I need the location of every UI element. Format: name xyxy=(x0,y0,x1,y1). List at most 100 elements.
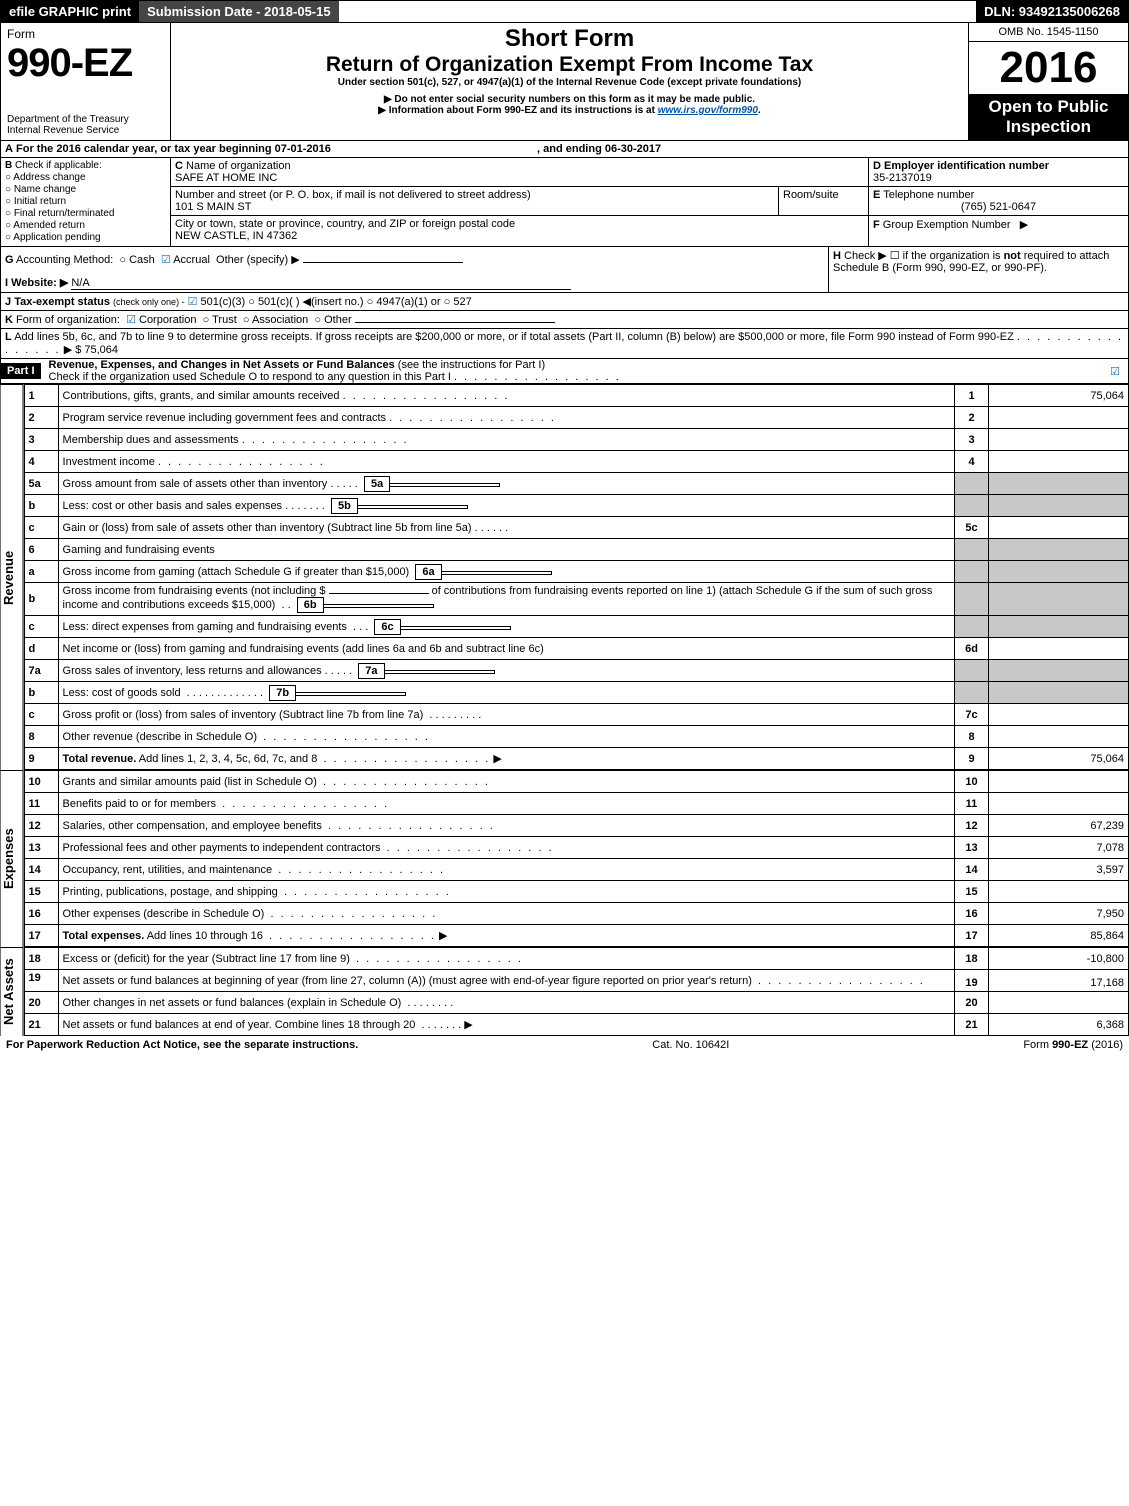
check-other[interactable]: Other xyxy=(314,314,351,326)
line-6a: aGross income from gaming (attach Schedu… xyxy=(24,561,1128,583)
check-cash[interactable]: Cash xyxy=(119,254,154,266)
label-i: I xyxy=(5,277,8,289)
label-f: F xyxy=(873,219,880,231)
line-5b: bLess: cost or other basis and sales exp… xyxy=(24,495,1128,517)
room-suite: Room/suite xyxy=(778,187,868,215)
efile-button[interactable]: efile GRAPHIC print xyxy=(1,1,139,22)
note-ssn: ▶ Do not enter social security numbers o… xyxy=(384,94,755,105)
label-a: A xyxy=(5,143,13,155)
expenses-section: Expenses 10Grants and similar amounts pa… xyxy=(0,770,1129,947)
irs-link[interactable]: www.irs.gov/form990 xyxy=(658,105,758,116)
check-association[interactable]: Association xyxy=(243,314,308,326)
label-b: B xyxy=(5,160,12,171)
section-a: A For the 2016 calendar year, or tax yea… xyxy=(0,141,1129,158)
website: N/A xyxy=(71,277,89,289)
check-501c3[interactable]: 501(c)(3) xyxy=(188,296,246,308)
check-trust[interactable]: Trust xyxy=(203,314,237,326)
line-21: 21Net assets or fund balances at end of … xyxy=(24,1014,1128,1036)
check-name-change[interactable]: Name change xyxy=(5,184,166,195)
line-7b: bLess: cost of goods sold . . . . . . . … xyxy=(24,682,1128,704)
open-to-public: Open to Public Inspection xyxy=(969,94,1128,140)
line-10: 10Grants and similar amounts paid (list … xyxy=(24,771,1128,793)
netassets-table: 18Excess or (deficit) for the year (Subt… xyxy=(24,947,1129,1036)
line-1: 1Contributions, gifts, grants, and simil… xyxy=(24,385,1128,407)
line-19: 19Net assets or fund balances at beginni… xyxy=(24,970,1128,992)
label-d: D xyxy=(873,160,881,172)
telephone: (765) 521-0647 xyxy=(873,201,1124,213)
header-left: Form 990-EZ Department of the Treasury I… xyxy=(1,23,171,140)
check-amended-return[interactable]: Amended return xyxy=(5,220,166,231)
check-schedule-o[interactable]: ☑ xyxy=(1102,365,1128,378)
line-17: 17Total expenses. Add lines 10 through 1… xyxy=(24,925,1128,947)
expenses-table: 10Grants and similar amounts paid (list … xyxy=(24,770,1129,947)
line-11: 11Benefits paid to or for members . . . … xyxy=(24,793,1128,815)
check-527[interactable]: 527 xyxy=(444,296,472,308)
subtitle: Under section 501(c), 527, or 4947(a)(1)… xyxy=(338,77,801,88)
org-street: 101 S MAIN ST xyxy=(175,201,251,213)
footer-cat: Cat. No. 10642I xyxy=(652,1039,729,1051)
label-c: C xyxy=(175,160,183,172)
dept-treasury: Department of the Treasury xyxy=(7,114,164,125)
check-initial-return[interactable]: Initial return xyxy=(5,196,166,207)
sidebar-expenses: Expenses xyxy=(0,770,24,947)
line-18: 18Excess or (deficit) for the year (Subt… xyxy=(24,948,1128,970)
line-6b: bGross income from fundraising events (n… xyxy=(24,583,1128,616)
label-j: J xyxy=(5,296,11,308)
line-15: 15Printing, publications, postage, and s… xyxy=(24,881,1128,903)
dln: DLN: 93492135006268 xyxy=(976,1,1128,22)
main-title: Return of Organization Exempt From Incom… xyxy=(326,53,813,77)
top-bar: efile GRAPHIC print Submission Date - 20… xyxy=(0,0,1129,23)
submission-date: Submission Date - 2018-05-15 xyxy=(139,1,339,22)
note-info: ▶ Information about Form 990-EZ and its … xyxy=(378,105,760,116)
section-c: C Name of organization SAFE AT HOME INC … xyxy=(171,158,868,246)
line-16: 16Other expenses (describe in Schedule O… xyxy=(24,903,1128,925)
check-final-return[interactable]: Final return/terminated xyxy=(5,208,166,219)
line-20: 20Other changes in net assets or fund ba… xyxy=(24,992,1128,1014)
line-6d: dNet income or (loss) from gaming and fu… xyxy=(24,638,1128,660)
part1-header: Part I Revenue, Expenses, and Changes in… xyxy=(0,359,1129,384)
line-5a: 5aGross amount from sale of assets other… xyxy=(24,473,1128,495)
line-6: 6Gaming and fundraising events xyxy=(24,539,1128,561)
form-header: Form 990-EZ Department of the Treasury I… xyxy=(0,23,1129,141)
line-7c: cGross profit or (loss) from sales of in… xyxy=(24,704,1128,726)
check-address-change[interactable]: Address change xyxy=(5,172,166,183)
line-14: 14Occupancy, rent, utilities, and mainte… xyxy=(24,859,1128,881)
line-6c: cLess: direct expenses from gaming and f… xyxy=(24,616,1128,638)
org-info-block: B Check if applicable: Address change Na… xyxy=(0,158,1129,247)
line-12: 12Salaries, other compensation, and empl… xyxy=(24,815,1128,837)
org-name: SAFE AT HOME INC xyxy=(175,172,277,184)
line-4: 4Investment income . . . . . . . . . . .… xyxy=(24,451,1128,473)
irs-label: Internal Revenue Service xyxy=(7,125,164,136)
form-number: 990-EZ xyxy=(7,41,164,86)
line-5c: cGain or (loss) from sale of assets othe… xyxy=(24,517,1128,539)
line-7a: 7aGross sales of inventory, less returns… xyxy=(24,660,1128,682)
check-501c[interactable]: 501(c)( ) ◀(insert no.) xyxy=(248,296,363,308)
section-k: K Form of organization: Corporation Trus… xyxy=(0,311,1129,329)
check-4947[interactable]: 4947(a)(1) or xyxy=(367,296,441,308)
check-accrual[interactable]: Accrual xyxy=(161,254,210,266)
check-application-pending[interactable]: Application pending xyxy=(5,232,166,243)
section-def: D Employer identification number 35-2137… xyxy=(868,158,1128,246)
netassets-section: Net Assets 18Excess or (deficit) for the… xyxy=(0,947,1129,1036)
header-right: OMB No. 1545-1150 2016 Open to Public In… xyxy=(968,23,1128,140)
section-b: B Check if applicable: Address change Na… xyxy=(1,158,171,246)
line-2: 2Program service revenue including gover… xyxy=(24,407,1128,429)
line-9: 9Total revenue. Add lines 1, 2, 3, 4, 5c… xyxy=(24,748,1128,770)
section-gh: G Accounting Method: Cash Accrual Other … xyxy=(0,247,1129,293)
check-corporation[interactable]: Corporation xyxy=(126,314,196,326)
footer-form: Form 990-EZ (2016) xyxy=(1023,1039,1123,1051)
label-h: H xyxy=(833,250,841,262)
footer-left: For Paperwork Reduction Act Notice, see … xyxy=(6,1039,358,1051)
section-j: J Tax-exempt status (check only one) - 5… xyxy=(0,293,1129,311)
short-form-title: Short Form xyxy=(505,25,634,53)
header-mid: Short Form Return of Organization Exempt… xyxy=(171,23,968,140)
ein: 35-2137019 xyxy=(873,172,932,184)
arrow-icon: ▶ xyxy=(1020,219,1028,231)
part1-label: Part I xyxy=(1,363,41,379)
sidebar-netassets: Net Assets xyxy=(0,947,24,1036)
label-l: L xyxy=(5,331,12,343)
section-l: L Add lines 5b, 6c, and 7b to line 9 to … xyxy=(0,329,1129,359)
line-13: 13Professional fees and other payments t… xyxy=(24,837,1128,859)
revenue-table: 1Contributions, gifts, grants, and simil… xyxy=(24,384,1129,770)
tax-year: 2016 xyxy=(969,42,1128,94)
